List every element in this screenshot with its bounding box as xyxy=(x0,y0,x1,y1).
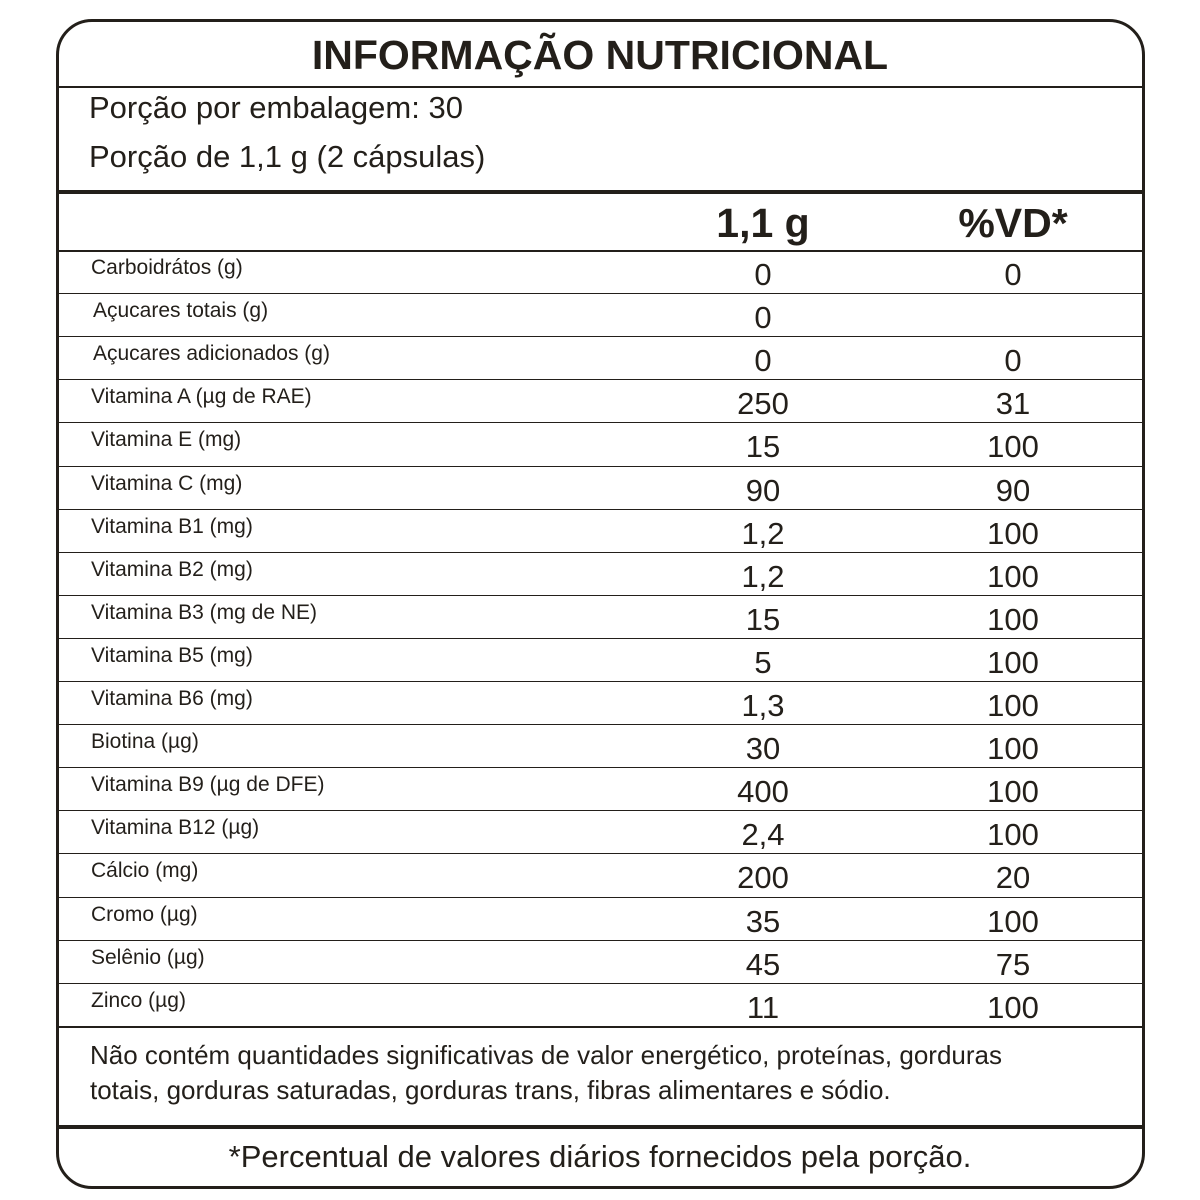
serving: Porção por embalagem: 30 xyxy=(89,90,463,125)
amount: 45 xyxy=(745,946,781,982)
daily-value: 100 xyxy=(987,515,1039,551)
row-label: Zinco (µg) xyxy=(91,988,186,1012)
rule xyxy=(59,940,1142,941)
amount: 400 xyxy=(737,774,789,810)
daily-value: 100 xyxy=(987,558,1039,594)
daily-value: 100 xyxy=(987,601,1039,637)
row-label: Cromo (µg) xyxy=(91,902,198,926)
rule xyxy=(59,897,1142,898)
column-header: %VD* xyxy=(958,200,1068,246)
amount: 5 xyxy=(754,644,772,680)
row-label: Vitamina B1 (mg) xyxy=(91,514,253,538)
amount: 90 xyxy=(745,472,781,508)
amount: 1,3 xyxy=(741,688,785,723)
row-label: Biotina (µg) xyxy=(91,730,199,754)
row-label: Vitamina E (mg) xyxy=(91,428,242,452)
rule xyxy=(59,767,1142,768)
rule xyxy=(59,293,1142,294)
rule xyxy=(59,1125,1142,1129)
amount: 0 xyxy=(754,300,772,336)
row-label: Vitamina B2 (mg) xyxy=(91,557,253,581)
amount: 30 xyxy=(745,731,781,767)
daily-value: 90 xyxy=(995,472,1031,508)
footnote: *Percentual de valores diários fornecido… xyxy=(228,1139,972,1174)
row-label: Cálcio (mg) xyxy=(91,859,199,883)
row-label: Selênio (µg) xyxy=(91,945,205,969)
note: Não contém quantidades significativas de… xyxy=(90,1040,1002,1070)
row-label: Vitamina B12 (µg) xyxy=(91,816,260,840)
row-label: Vitamina B5 (mg) xyxy=(91,643,253,667)
daily-value: 20 xyxy=(995,860,1031,896)
daily-value: 100 xyxy=(987,903,1039,939)
note: totais, gorduras saturadas, gorduras tra… xyxy=(90,1075,891,1105)
row-label: Carboidrátos (g) xyxy=(91,256,243,279)
daily-value: 100 xyxy=(987,429,1039,465)
rule xyxy=(59,1026,1142,1028)
row-label: Vitamina B6 (mg) xyxy=(91,687,253,710)
daily-value: 100 xyxy=(987,989,1039,1025)
amount: 35 xyxy=(745,903,781,939)
rule xyxy=(59,552,1142,553)
amount: 1,2 xyxy=(741,515,785,551)
amount: 15 xyxy=(745,429,781,465)
rule xyxy=(59,810,1142,811)
rule xyxy=(59,86,1142,88)
rule xyxy=(59,983,1142,984)
daily-value: 0 xyxy=(1004,257,1022,292)
amount: 11 xyxy=(746,989,780,1025)
row-label: Vitamina B3 (mg de NE) xyxy=(91,600,318,624)
rule xyxy=(59,336,1142,337)
daily-value: 100 xyxy=(987,731,1039,767)
row-label: Açucares adicionados (g) xyxy=(93,342,330,366)
row-label: Vitamina A (µg de RAE) xyxy=(91,385,312,409)
rule xyxy=(59,595,1142,596)
amount: 250 xyxy=(737,386,789,422)
row-label: Vitamina C (mg) xyxy=(91,471,243,495)
row-label: Vitamina B9 (µg de DFE) xyxy=(91,773,325,797)
amount: 200 xyxy=(737,860,789,896)
daily-value: 31 xyxy=(995,386,1031,422)
daily-value: 0 xyxy=(1004,343,1022,379)
daily-value: 75 xyxy=(995,946,1031,982)
label-frame xyxy=(56,19,1145,1189)
amount: 15 xyxy=(745,601,781,637)
rule xyxy=(59,466,1142,467)
rule xyxy=(59,638,1142,639)
amount: 1,2 xyxy=(741,558,785,594)
rule xyxy=(59,250,1142,252)
serving: Porção de 1,1 g (2 cápsulas) xyxy=(89,139,486,174)
row-label: Açucares totais (g) xyxy=(93,299,269,323)
daily-value: 100 xyxy=(987,817,1039,853)
rule xyxy=(59,724,1142,725)
daily-value: 100 xyxy=(987,644,1039,680)
rule xyxy=(59,379,1142,380)
rule xyxy=(59,190,1142,194)
amount: 2,4 xyxy=(741,817,785,853)
rule xyxy=(59,509,1142,510)
rule xyxy=(59,422,1142,423)
daily-value: 100 xyxy=(987,774,1039,810)
rule xyxy=(59,853,1142,854)
column-header: 1,1 g xyxy=(716,200,810,246)
title: INFORMAÇÃO NUTRICIONAL xyxy=(311,32,889,78)
amount: 0 xyxy=(754,343,772,379)
daily-value: 100 xyxy=(987,688,1039,723)
rule xyxy=(59,681,1142,682)
amount: 0 xyxy=(754,257,772,292)
